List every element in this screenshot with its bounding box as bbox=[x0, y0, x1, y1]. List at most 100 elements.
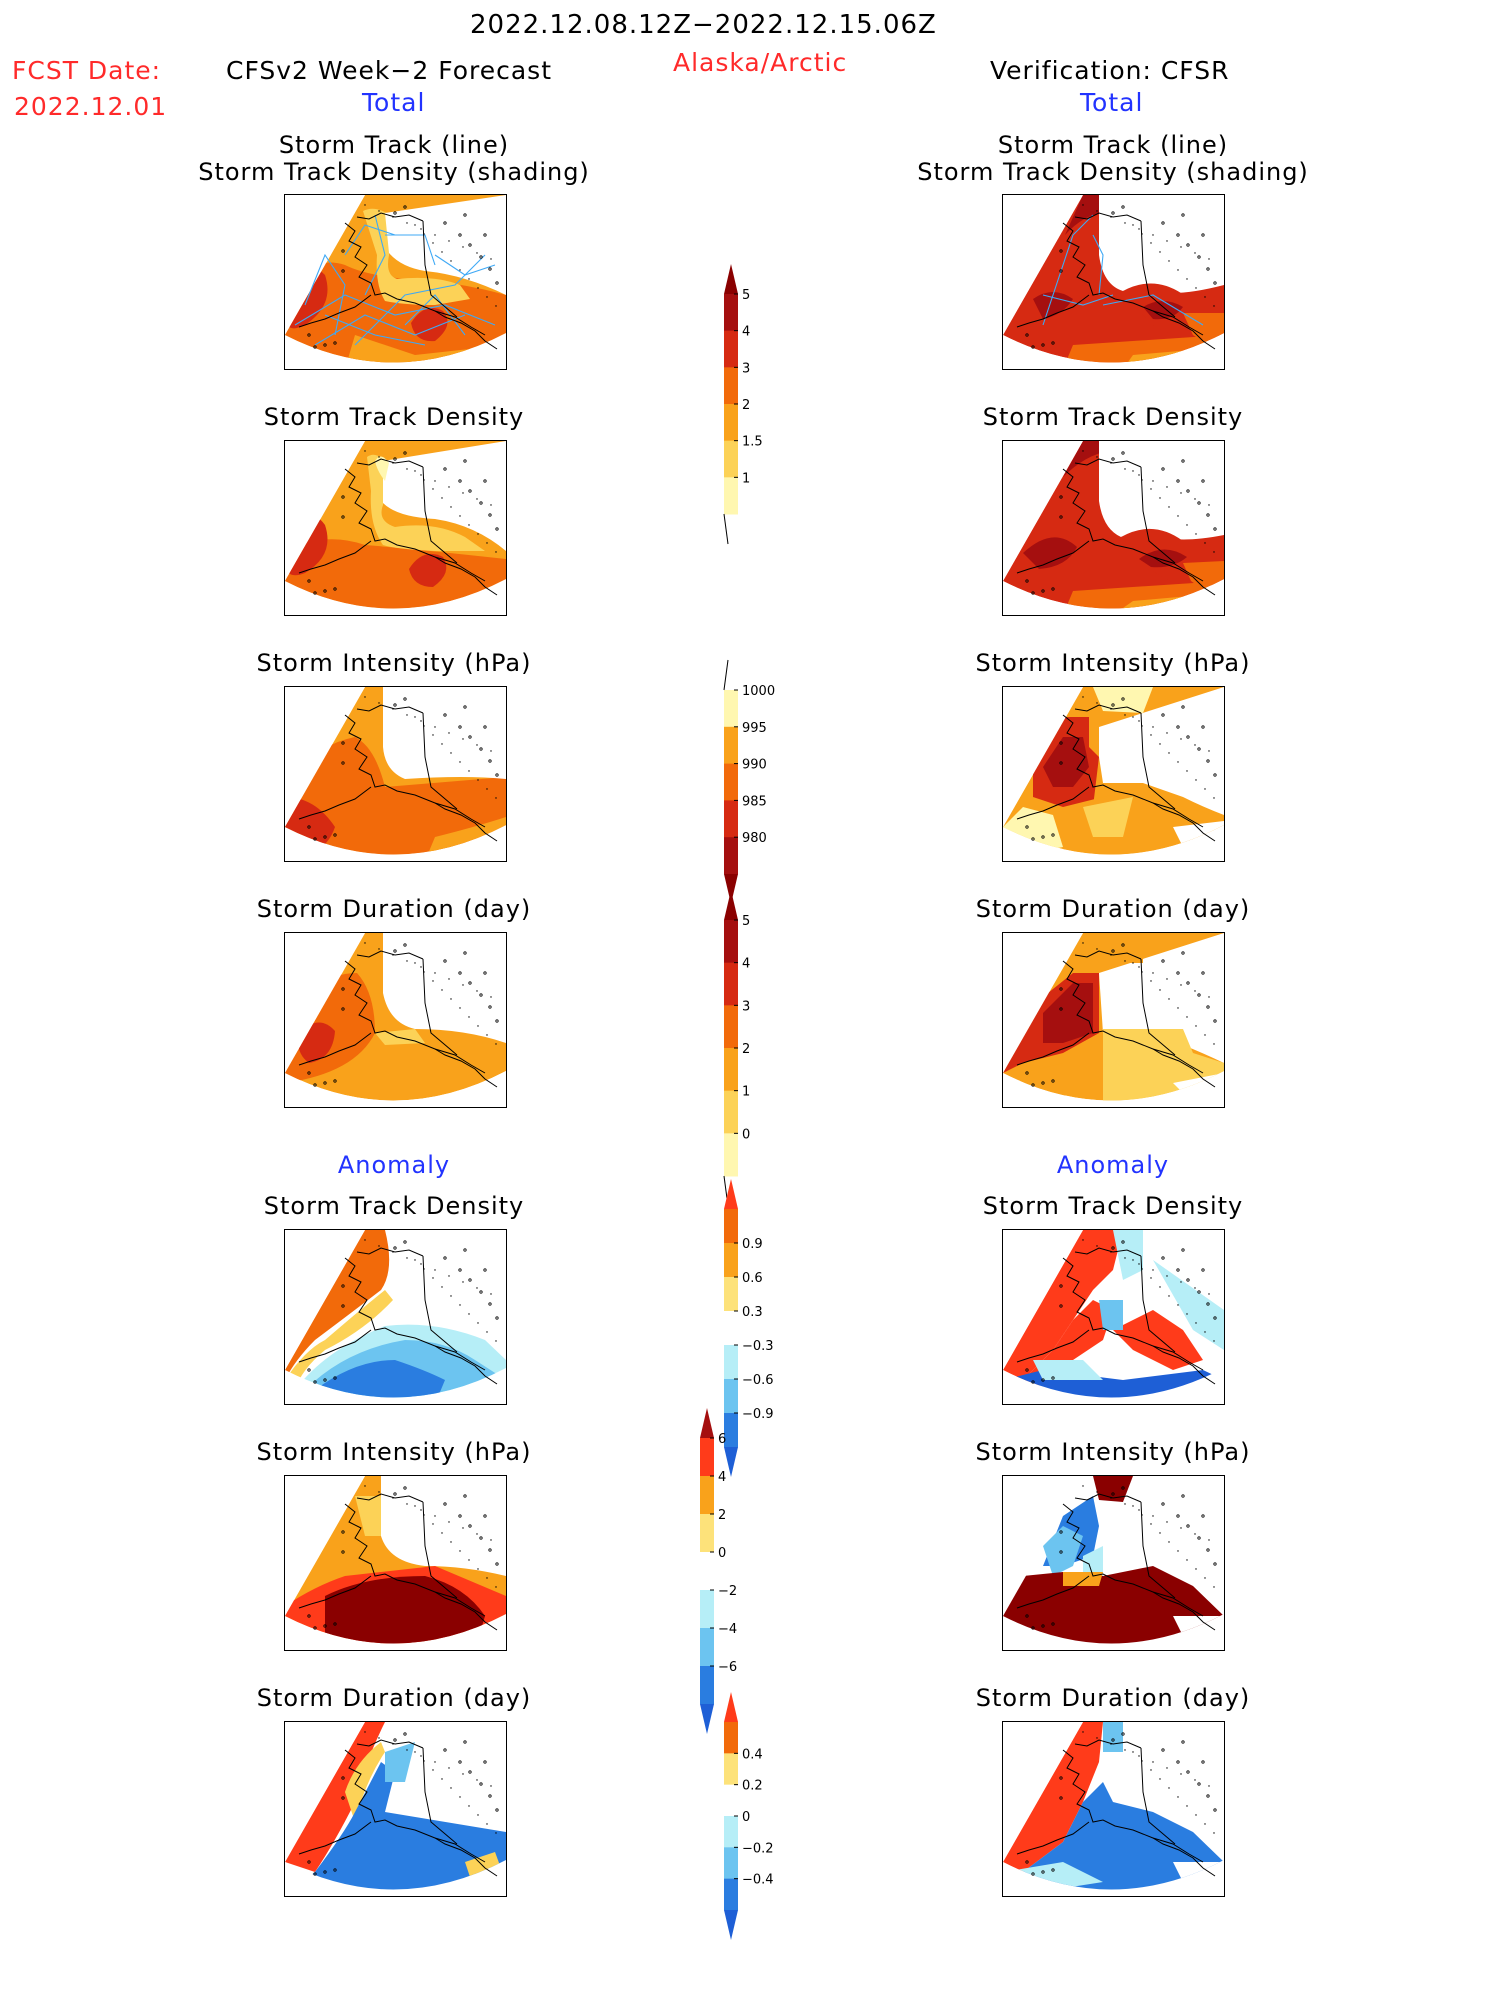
map-canvas bbox=[1003, 687, 1224, 855]
colorbar-swatch bbox=[724, 690, 738, 728]
forecast-title: CFSv2 Week−2 Forecast bbox=[226, 56, 552, 85]
colorbar-anom-duration: 0.4 0.2 0 −0.2 −0.4 bbox=[724, 1692, 814, 2004]
map-obs-duration bbox=[1002, 932, 1225, 1108]
colorbar-swatch bbox=[724, 1090, 738, 1134]
colorbar-swatch bbox=[724, 1345, 738, 1380]
colorbar-canvas: 5 4 3 2 1.5 1 bbox=[723, 264, 763, 545]
colorbar-arrow-bottom bbox=[700, 1704, 714, 1734]
colorbar-tail bbox=[723, 513, 729, 545]
right-title-intensity: Storm Intensity (hPa) bbox=[975, 649, 1251, 677]
right-title-track-line: Storm Track (line) bbox=[997, 131, 1229, 159]
colorbar-swatch bbox=[724, 1413, 738, 1448]
islands bbox=[1025, 1732, 1217, 1876]
colorbar-canvas: 0.9 0.6 0.3 −0.3 −0.6 −0.9 bbox=[724, 1179, 774, 1477]
colorbar-label: 5 bbox=[742, 288, 750, 303]
islands bbox=[1025, 697, 1217, 841]
colorbar-canvas: 6 4 2 0 −2 −4 −6 bbox=[700, 1408, 737, 1734]
map-canvas bbox=[1003, 195, 1224, 363]
colorbar-swatch bbox=[700, 1514, 714, 1553]
colorbar-swatch bbox=[724, 477, 738, 515]
colorbar-label: 0.6 bbox=[742, 1271, 763, 1286]
colorbar-swatch bbox=[700, 1476, 714, 1515]
left-title-anom-duration: Storm Duration (day) bbox=[256, 1684, 532, 1712]
colorbar-label: −4 bbox=[718, 1622, 737, 1637]
colorbar-anom-density: 0.9 0.6 0.3 −0.3 −0.6 −0.9 bbox=[724, 1179, 814, 1541]
colorbar-anom-intensity: 6 4 2 0 −2 −4 −6 bbox=[700, 1408, 790, 1798]
colorbar-swatch bbox=[724, 1311, 738, 1346]
colorbar-label: 0 bbox=[742, 1127, 750, 1142]
colorbar-swatch bbox=[700, 1438, 714, 1477]
map-fcst-duration bbox=[284, 932, 507, 1108]
colorbar-label: 1 bbox=[742, 471, 750, 486]
map-canvas bbox=[1003, 1722, 1224, 1890]
colorbar-label: −0.4 bbox=[742, 1873, 774, 1888]
colorbar-label: −0.3 bbox=[742, 1339, 774, 1354]
map-canvas bbox=[285, 195, 506, 363]
coastline bbox=[1016, 1739, 1216, 1877]
colorbar-arrow-top bbox=[700, 1408, 714, 1438]
colorbar-arrow-top bbox=[724, 1179, 738, 1209]
region-title: Alaska/Arctic bbox=[673, 48, 848, 77]
right-title-track-shading: Storm Track Density (shading) bbox=[917, 158, 1309, 186]
colorbar-duration: 5 4 3 2 1 0 bbox=[723, 890, 814, 1250]
colorbar-label: −2 bbox=[718, 1584, 737, 1599]
colorbar-label: 0.9 bbox=[742, 1237, 763, 1252]
colorbar-swatch bbox=[724, 726, 738, 765]
colorbar-swatch bbox=[724, 1816, 738, 1848]
colorbar-arrow-bottom bbox=[724, 1447, 738, 1477]
right-anomaly-label: Anomaly bbox=[1056, 1151, 1170, 1179]
colorbar-intensity: 1000 995 990 985 980 bbox=[723, 650, 814, 968]
colorbar-swatch bbox=[724, 404, 738, 442]
colorbar-label: 2 bbox=[718, 1508, 726, 1523]
map-fcst-intensity bbox=[284, 686, 507, 862]
islands bbox=[1025, 451, 1217, 595]
coastline bbox=[298, 458, 498, 596]
coastline bbox=[1016, 458, 1216, 596]
islands bbox=[307, 697, 499, 841]
islands bbox=[307, 1486, 499, 1630]
colorbar-label: −0.9 bbox=[742, 1407, 774, 1422]
colorbar-label: 3 bbox=[742, 361, 750, 376]
colorbar-label: 0.4 bbox=[742, 1747, 763, 1762]
period-title: 2022.12.08.12Z−2022.12.15.06Z bbox=[470, 10, 937, 40]
fcst-date-label: FCST Date: bbox=[12, 56, 162, 85]
colorbar-canvas: 0.4 0.2 0 −0.2 −0.4 bbox=[724, 1692, 774, 1940]
left-title-intensity: Storm Intensity (hPa) bbox=[256, 649, 532, 677]
colorbar-label: 0 bbox=[718, 1546, 726, 1561]
right-title-duration: Storm Duration (day) bbox=[975, 895, 1251, 923]
colorbar-label: 995 bbox=[742, 721, 767, 736]
colorbar-label: 990 bbox=[742, 758, 767, 773]
left-anomaly-label: Anomaly bbox=[337, 1151, 451, 1179]
colorbar-arrow-bottom bbox=[724, 874, 738, 904]
colorbar-label: 0.3 bbox=[742, 1305, 763, 1320]
map-obs-density bbox=[1002, 440, 1225, 616]
colorbar-swatch bbox=[700, 1628, 714, 1667]
verification-title: Verification: CFSR bbox=[990, 56, 1230, 85]
colorbar-swatch bbox=[724, 962, 738, 1006]
colorbar-swatch bbox=[724, 1878, 738, 1911]
meridian-dots bbox=[364, 942, 497, 1045]
colorbar-label: −0.6 bbox=[742, 1373, 774, 1388]
map-canvas bbox=[285, 441, 506, 609]
map-obs-track bbox=[1002, 194, 1225, 370]
colorbar-arrow-top bbox=[724, 1692, 738, 1722]
coastline bbox=[298, 1247, 498, 1385]
islands bbox=[307, 451, 499, 595]
left-title-duration: Storm Duration (day) bbox=[256, 895, 532, 923]
map-canvas bbox=[1003, 933, 1224, 1101]
map-fcst-track bbox=[284, 194, 507, 370]
colorbar-swatch bbox=[724, 330, 738, 368]
meridian-dots bbox=[364, 204, 497, 307]
map-obs-anom-intensity bbox=[1002, 1475, 1225, 1651]
coastline bbox=[1016, 1247, 1216, 1385]
map-obs-anom-density bbox=[1002, 1229, 1225, 1405]
colorbar-swatch bbox=[724, 1133, 738, 1177]
colorbar-canvas: 5 4 3 2 1 0 bbox=[723, 890, 750, 1207]
islands bbox=[1025, 1240, 1217, 1384]
map-canvas bbox=[1003, 441, 1224, 609]
map-obs-intensity bbox=[1002, 686, 1225, 862]
storm-track-lines bbox=[1042, 214, 1204, 326]
colorbar-label: 980 bbox=[742, 831, 767, 846]
coastline bbox=[298, 1739, 498, 1877]
colorbar-label: 985 bbox=[742, 794, 767, 809]
